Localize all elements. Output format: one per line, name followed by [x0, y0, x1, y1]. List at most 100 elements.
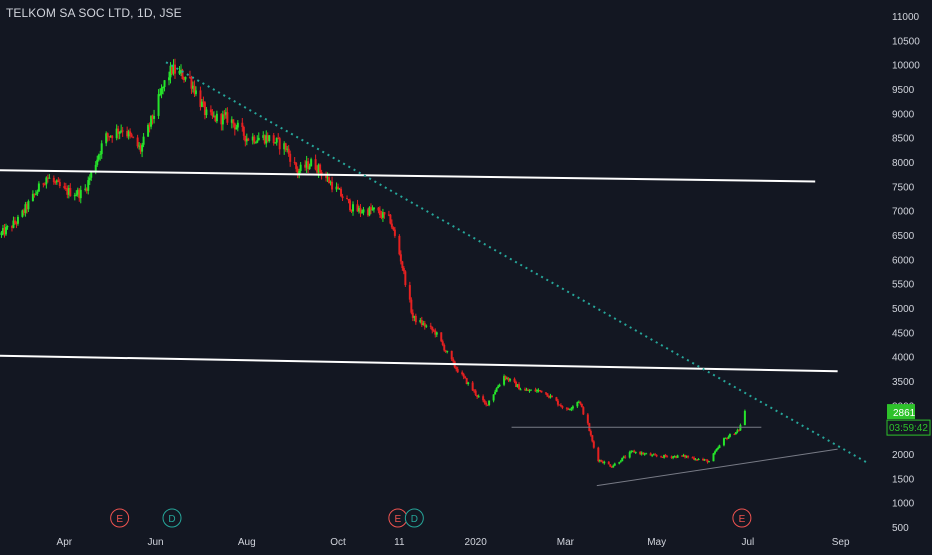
candle-body — [235, 127, 238, 130]
event-marker-circle[interactable] — [732, 508, 752, 528]
time-axis[interactable]: Apr Jun Aug Oct 11 2020 Mar May Jul Sep — [57, 537, 850, 548]
candle-body — [663, 454, 666, 458]
time-tick-label: 11 — [394, 537, 405, 548]
price-tick-label: 9000 — [892, 109, 915, 120]
candle-body — [15, 223, 18, 225]
candle-body — [414, 315, 417, 323]
drawn-lines-layer — [0, 61, 870, 487]
candle-body — [214, 115, 217, 122]
candle-body — [76, 189, 79, 195]
candle-body — [233, 123, 236, 130]
trend-line-5[interactable] — [596, 448, 838, 487]
countdown-badge — [886, 419, 931, 436]
candle-body — [27, 201, 30, 210]
candle-body — [286, 148, 289, 150]
candle-body — [287, 148, 290, 154]
price-axis[interactable]: 11000 10500 10000 9500 9000 8500 8000 7500 7000 6… — [892, 12, 920, 534]
candle-body — [274, 142, 277, 144]
earnings-event-marker[interactable]: E — [732, 508, 752, 528]
candle-body — [737, 430, 740, 432]
candle-body — [547, 396, 550, 398]
candle-body — [52, 177, 55, 183]
dividend-event-marker[interactable]: D — [162, 508, 182, 528]
price-tick-label: 8000 — [892, 158, 915, 169]
candle-body — [314, 159, 317, 170]
candle-body — [715, 449, 718, 452]
candle-body — [649, 453, 652, 456]
price-tick-label: 11000 — [892, 12, 920, 23]
event-marker-circle[interactable] — [404, 508, 424, 528]
candle-body — [341, 196, 344, 199]
earnings-event-marker[interactable]: E — [388, 508, 408, 528]
candle-body — [673, 456, 676, 458]
candle-body — [10, 226, 13, 228]
candle-body — [600, 460, 603, 462]
candle-body — [398, 235, 401, 255]
candle-body — [456, 369, 459, 373]
candle-body — [580, 403, 583, 408]
candle-body — [504, 376, 507, 379]
candle-body — [393, 229, 396, 236]
price-tick-label: 3500 — [892, 377, 915, 388]
candle-body — [275, 137, 278, 143]
candle-body — [289, 153, 292, 162]
candle-body — [58, 182, 61, 187]
candle-body — [576, 402, 579, 407]
candle-body — [524, 389, 527, 391]
candle-body — [188, 76, 191, 78]
candle-body — [159, 94, 162, 96]
earnings-event-marker[interactable]: E — [110, 508, 130, 528]
candle-body — [162, 86, 165, 89]
event-marker-circle[interactable] — [110, 508, 130, 528]
price-tick-label: 4500 — [892, 328, 915, 339]
dividend-event-marker[interactable]: D — [404, 508, 424, 528]
candle-body — [305, 161, 308, 168]
candle-body — [142, 136, 145, 145]
candle-body — [169, 65, 172, 78]
trend-line-3[interactable] — [165, 61, 870, 465]
candle-body — [727, 436, 730, 439]
countdown-text: 03:59:42 — [889, 423, 928, 434]
price-tick-label: 10500 — [892, 36, 920, 47]
candle-body — [495, 388, 498, 392]
candle-body — [172, 64, 175, 74]
candle-body — [295, 162, 298, 169]
candle-body — [471, 382, 474, 391]
candle-body — [462, 374, 465, 377]
candle-body — [203, 102, 206, 116]
candle-body — [360, 212, 363, 214]
candle-body — [694, 459, 697, 461]
trend-line-1[interactable] — [0, 169, 816, 183]
candle-body — [666, 456, 669, 458]
candle-body — [722, 438, 725, 446]
candle-body — [90, 171, 93, 178]
candle-body — [619, 461, 622, 463]
event-marker-label: E — [739, 514, 746, 525]
candle-body — [45, 177, 48, 185]
candle-body — [181, 69, 184, 79]
candle-body — [725, 437, 728, 439]
candle-body — [182, 78, 185, 80]
candle-body — [129, 131, 132, 135]
candle-body — [121, 130, 124, 132]
candle-body — [546, 393, 549, 397]
candle-body — [232, 119, 235, 124]
candle-body — [33, 193, 36, 195]
candle-body — [420, 320, 423, 325]
price-tick-label: 9500 — [892, 85, 915, 96]
candle-body — [138, 145, 141, 147]
candle-body — [202, 101, 205, 103]
candle-body — [513, 378, 516, 382]
event-marker-circle[interactable] — [162, 508, 182, 528]
candle-body — [346, 198, 349, 200]
candle-body — [111, 135, 114, 139]
candle-body — [66, 188, 69, 195]
time-tick-label: Aug — [238, 537, 256, 548]
price-tick-label: 7000 — [892, 207, 915, 218]
candle-body — [507, 377, 510, 381]
trend-line-2[interactable] — [0, 354, 838, 373]
candle-body — [151, 115, 154, 119]
candle-body — [498, 384, 501, 387]
